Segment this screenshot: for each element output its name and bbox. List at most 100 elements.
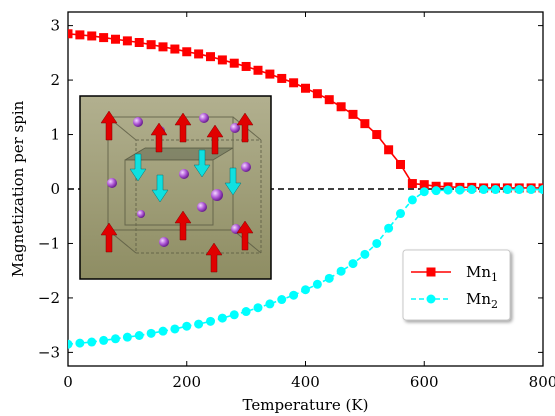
y-tick-label: 0: [50, 180, 60, 198]
data-point-mn1: [134, 37, 144, 47]
data-point-mn1: [253, 65, 263, 75]
data-point-mn1: [158, 42, 168, 52]
legend-mn1-name: Mn: [466, 263, 491, 281]
data-point-mn2: [384, 223, 394, 233]
data-point-mn2: [289, 290, 299, 300]
data-point-mn2: [277, 295, 287, 305]
data-point-mn1: [229, 58, 239, 68]
data-point-mn2: [68, 339, 73, 349]
data-point-mn2: [134, 331, 144, 341]
data-point-mn1: [348, 109, 358, 119]
data-point-mn1: [170, 44, 180, 54]
data-point-mn2: [419, 187, 429, 197]
series-layer: [68, 29, 543, 349]
data-point-mn2: [538, 185, 543, 195]
data-point-mn2: [99, 335, 109, 345]
legend: Mn1 Mn2: [402, 249, 511, 321]
x-axis-ticks: 0 200 400 600 800: [63, 12, 555, 391]
data-point-mn2: [265, 299, 275, 309]
data-point-mn2: [301, 285, 310, 295]
data-point-mn2: [111, 334, 120, 344]
data-point-mn2: [455, 185, 465, 195]
y-tick-label: 1: [50, 126, 60, 144]
data-point-mn2: [182, 321, 192, 331]
y-tick-label: −3: [38, 343, 60, 361]
data-point-mn2: [146, 328, 156, 338]
data-point-mn2: [502, 185, 512, 195]
data-point-mn2: [514, 185, 524, 195]
x-axis-label: Temperature (K): [243, 396, 369, 414]
y-tick-label: 2: [50, 71, 60, 89]
data-point-mn1: [75, 30, 85, 40]
data-point-mn1: [419, 180, 429, 190]
data-point-mn2: [372, 238, 382, 248]
data-point-mn2: [75, 338, 85, 348]
data-point-mn2: [87, 337, 97, 347]
data-point-mn1: [99, 33, 109, 43]
data-point-mn2: [241, 307, 251, 317]
legend-mn2-name: Mn: [466, 290, 491, 308]
data-point-mn2: [526, 185, 536, 195]
svg-text:Mn2: Mn2: [466, 290, 498, 311]
crystal-lattice-inset: [79, 95, 272, 280]
legend-mn2-subscript: 2: [491, 298, 498, 311]
data-point-mn1: [206, 52, 215, 62]
data-point-mn1: [68, 29, 73, 39]
data-point-mn2: [158, 326, 168, 336]
data-point-mn2: [491, 185, 500, 195]
data-point-mn2: [479, 185, 489, 195]
data-point-mn2: [396, 209, 405, 219]
data-point-mn1: [289, 78, 299, 88]
data-point-mn2: [206, 316, 215, 326]
x-tick-label: 400: [291, 373, 320, 391]
data-point-mn2: [348, 259, 358, 269]
y-axis-label: Magnetization per spin: [9, 100, 27, 277]
y-tick-label: −1: [38, 234, 60, 252]
data-point-mn1: [217, 55, 227, 65]
data-point-mn2: [324, 273, 334, 283]
data-point-mn1: [146, 40, 156, 50]
data-point-mn1: [324, 95, 334, 105]
svg-text:Mn1: Mn1: [466, 263, 498, 284]
data-point-mn2: [443, 185, 453, 195]
data-point-mn2: [170, 324, 180, 334]
data-point-mn1: [384, 145, 394, 155]
data-point-mn2: [312, 279, 322, 289]
data-point-mn2: [253, 303, 263, 313]
data-point-mn2: [467, 185, 477, 195]
data-point-mn2: [122, 332, 132, 342]
data-point-mn1: [87, 31, 97, 41]
data-point-mn2: [217, 313, 227, 323]
x-tick-label: 600: [410, 373, 439, 391]
data-point-mn1: [301, 83, 310, 93]
data-point-mn1: [182, 47, 192, 57]
data-point-mn1: [122, 36, 132, 46]
y-tick-label: 3: [50, 17, 60, 35]
data-point-mn1: [372, 130, 382, 140]
data-point-mn1: [407, 179, 417, 189]
legend-mn1-subscript: 1: [491, 271, 498, 284]
data-point-mn1: [277, 73, 287, 83]
x-tick-label: 200: [172, 373, 201, 391]
data-point-mn1: [111, 34, 120, 44]
data-point-mn1: [396, 159, 405, 169]
data-point-mn1: [336, 102, 346, 112]
data-point-mn2: [336, 266, 346, 276]
legend-entry-mn2: Mn2: [411, 290, 498, 311]
y-axis-ticks: −3 −2 −1 0 1 2 3: [38, 17, 543, 361]
data-point-mn2: [431, 186, 441, 196]
data-point-mn2: [194, 319, 204, 329]
data-point-mn1: [194, 49, 204, 59]
x-tick-label: 0: [63, 373, 73, 391]
data-point-mn1: [360, 119, 370, 129]
x-tick-label: 800: [529, 373, 555, 391]
data-point-mn1: [241, 61, 251, 71]
data-point-mn2: [360, 249, 370, 259]
data-point-mn1: [312, 89, 322, 99]
data-point-mn2: [229, 310, 239, 320]
data-point-mn2: [407, 195, 417, 205]
y-tick-label: −2: [38, 289, 60, 307]
legend-entry-mn1: Mn1: [411, 263, 498, 284]
data-point-mn1: [265, 69, 275, 79]
